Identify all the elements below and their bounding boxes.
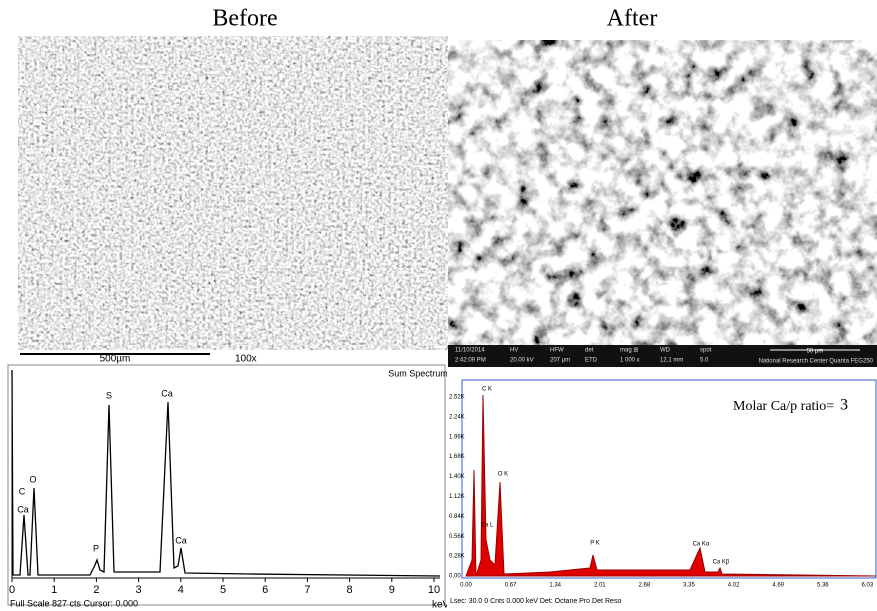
label-before: Before	[212, 6, 277, 32]
y-tick-label: 0.56K	[449, 534, 465, 540]
eds-before: Sum Spectrum keV Full Scale 827 cts Curs…	[8, 365, 450, 611]
y-tick-label: 2.24K	[449, 414, 465, 420]
eds-after: Molar Ca/p ratio= 3 Lsec: 30.0 0 Cnts 0.…	[447, 372, 877, 607]
figure: Before After 500µm 100x Sum Spectrum keV…	[0, 0, 877, 611]
peak-label: Ca	[17, 504, 29, 514]
info-field: 1 000 x	[620, 358, 640, 364]
info-field: 2:42:09 PM	[455, 358, 486, 364]
y-tick-label: 0.84K	[449, 514, 465, 520]
x-tick-label: 6.03	[862, 583, 874, 589]
annotation-value: 3	[840, 397, 848, 414]
sem-before-texture	[18, 36, 448, 350]
info-field: WD	[660, 348, 671, 354]
info-field: HFW	[550, 348, 564, 354]
info-scale: 50 µm	[807, 349, 824, 355]
peak-label: O	[29, 474, 36, 484]
x-tick-label: 10	[428, 584, 440, 596]
x-tick-label: 7	[304, 584, 310, 596]
info-field: det	[585, 348, 594, 354]
x-tick-label: 1	[51, 584, 57, 596]
figure-svg: Before After 500µm 100x Sum Spectrum keV…	[0, 0, 877, 611]
peak-label: O K	[498, 472, 508, 478]
info-field: ETD	[585, 358, 598, 364]
info-field: 12.1 mm	[660, 358, 683, 364]
x-tick-label: 2.68	[639, 583, 651, 589]
x-tick-label: 0.00	[460, 583, 472, 589]
x-tick-label: 4.69	[772, 583, 784, 589]
info-field: mag ⊞	[620, 348, 638, 354]
x-tick-label: 1.34	[549, 583, 561, 589]
eds-before-frame	[8, 365, 445, 605]
info-field: 20.00 kV	[510, 358, 534, 364]
info-field: spot	[700, 348, 712, 354]
x-tick-label: 9	[389, 584, 395, 596]
peak-label: Ca Kβ	[713, 560, 730, 566]
label-after: After	[607, 6, 658, 32]
peak-label: C	[19, 486, 26, 496]
x-tick-label: 8	[347, 584, 353, 596]
peak-label: P K	[590, 541, 600, 547]
peak-label: C K	[482, 387, 492, 393]
peak-label: Ca L	[481, 523, 494, 529]
x-tick-label: 3.35	[683, 583, 695, 589]
info-field: 5.0	[700, 358, 709, 364]
x-tick-label: 2	[93, 584, 99, 596]
scale-bar-label: 500µm	[100, 354, 131, 365]
sem-after-texture	[448, 40, 877, 345]
info-field: 207 µm	[550, 358, 570, 364]
x-tick-label: 0.67	[505, 583, 517, 589]
annotation-text: Molar Ca/p ratio=	[733, 399, 834, 414]
y-tick-label: 0.28K	[449, 554, 465, 560]
eds-before-footer: Full Scale 827 cts Cursor: 0.000	[10, 598, 138, 608]
y-tick-label: 2.52K	[449, 394, 465, 400]
eds-after-footer2: Reso	[605, 598, 621, 605]
x-tick-label: 0	[9, 584, 15, 596]
x-unit: keV	[432, 600, 450, 611]
y-tick-label: 1.68K	[449, 454, 465, 460]
eds-after-footer: Lsec: 30.0 0 Cnts 0.000 keV Det: Octane …	[450, 598, 603, 605]
x-tick-label: 6	[262, 584, 268, 596]
peak-label: Ca	[161, 388, 173, 398]
peak-label: P	[93, 543, 99, 553]
x-tick-label: 4.02	[728, 583, 740, 589]
peak-label: Ca	[175, 535, 187, 545]
y-tick-label: 0.00	[449, 574, 461, 580]
y-tick-label: 1.96K	[449, 434, 465, 440]
info-credit: National Research Center Quanta FEG250	[759, 359, 874, 365]
info-field: HV	[510, 348, 518, 354]
x-tick-label: 5.36	[817, 583, 829, 589]
x-tick-label: 5	[220, 584, 226, 596]
y-tick-label: 1.12K	[449, 494, 465, 500]
peak-label: Ca Kα	[693, 542, 710, 548]
eds-before-title: Sum Spectrum	[388, 368, 448, 378]
magnification: 100x	[235, 354, 257, 365]
info-field: 11/10/2014	[455, 348, 485, 354]
peak-label: S	[106, 390, 112, 400]
x-tick-label: 4	[178, 584, 184, 596]
x-tick-label: 2.01	[594, 583, 606, 589]
x-tick-label: 3	[136, 584, 142, 596]
y-tick-label: 1.40K	[449, 474, 465, 480]
